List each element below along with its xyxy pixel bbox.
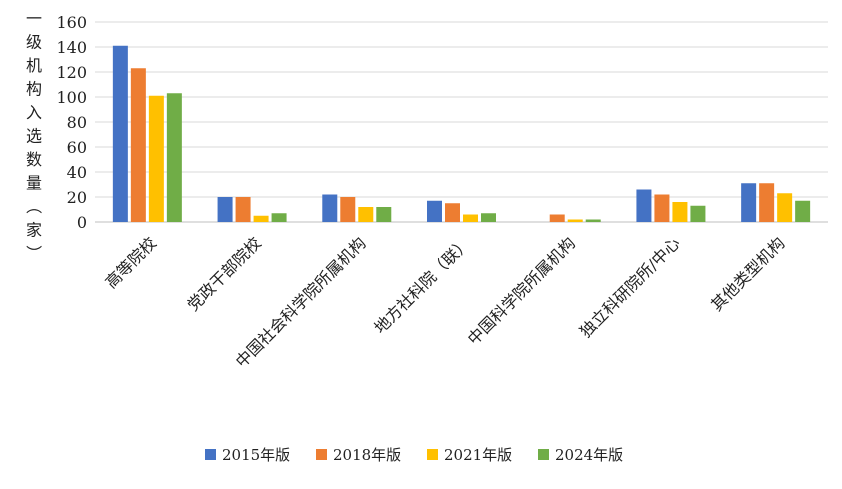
y-tick-labels: 0 20 40 60 80 100 120 140 160 [56, 13, 87, 232]
category-label: 中国科学院所属机构 [464, 233, 579, 348]
y-axis-label-char: （ [24, 198, 43, 214]
gridlines [95, 21, 828, 198]
bar-3-0 [427, 200, 442, 222]
bar-5-2 [672, 202, 688, 222]
legend-label: 2018年版 [333, 446, 401, 464]
y-axis-label-char: 量 [26, 174, 42, 193]
y-tick-label: 120 [56, 63, 87, 82]
bar-5-1 [654, 194, 670, 222]
category-label: 高等院校 [101, 233, 160, 292]
bar-6-0 [741, 183, 757, 222]
category-label: 独立科研院所/中心 [576, 233, 684, 341]
bar-5-0 [636, 189, 652, 222]
bar-6-1 [759, 183, 775, 222]
category-label: 党政干部院校 [184, 233, 265, 314]
bar-3-2 [463, 214, 478, 222]
y-tick-label: 0 [77, 213, 87, 232]
bar-0-0 [112, 45, 128, 222]
legend-label: 2015年版 [222, 446, 290, 464]
y-tick-label: 160 [56, 13, 87, 32]
y-tick-label: 40 [67, 163, 87, 182]
y-axis-label-char: 构 [26, 80, 42, 99]
bar-1-2 [253, 215, 269, 222]
y-tick-label: 80 [67, 113, 87, 132]
category-label: 地方社科院（联） [370, 233, 474, 337]
bar-1-1 [235, 197, 251, 222]
bar-5-3 [690, 205, 706, 222]
y-axis-label-char: 选 [26, 127, 42, 146]
legend-swatch [205, 449, 216, 460]
bar-3-3 [481, 213, 496, 222]
bar-1-3 [271, 213, 287, 222]
y-axis-label-char: 家 [26, 221, 42, 240]
legend-swatch [427, 449, 438, 460]
bar-2-0 [322, 194, 338, 222]
bar-2-2 [358, 207, 374, 222]
y-tick-label: 100 [56, 88, 87, 107]
legend-label: 2021年版 [444, 446, 512, 464]
legend-swatch [316, 449, 327, 460]
bar-4-3 [585, 219, 601, 222]
bar-1-0 [217, 197, 233, 222]
bar-2-1 [340, 197, 356, 222]
y-axis-label-char: 入 [26, 103, 42, 122]
bars [112, 45, 811, 222]
y-axis-label-char: 级 [26, 33, 42, 52]
bar-6-2 [777, 193, 793, 222]
bar-4-1 [549, 214, 565, 222]
y-axis-label-char: 机 [26, 56, 42, 75]
y-axis-label-char: ） [24, 245, 43, 261]
bar-0-1 [130, 68, 146, 222]
bar-4-2 [567, 219, 583, 222]
y-axis-label-char: 数 [26, 150, 42, 169]
legend: 2015年版 2018年版 2021年版 2024年版 [205, 446, 623, 464]
bar-0-3 [166, 93, 182, 222]
bar-2-3 [376, 207, 392, 222]
legend-swatch [538, 449, 549, 460]
y-tick-label: 60 [67, 138, 87, 157]
category-label: 其他类型机构 [707, 233, 788, 314]
y-tick-label: 140 [56, 38, 87, 57]
y-tick-label: 20 [67, 188, 87, 207]
y-axis-label-char: 一 [26, 9, 42, 28]
bar-3-1 [445, 203, 460, 222]
legend-label: 2024年版 [555, 446, 623, 464]
bar-0-2 [148, 95, 164, 222]
bar-6-3 [795, 200, 811, 222]
